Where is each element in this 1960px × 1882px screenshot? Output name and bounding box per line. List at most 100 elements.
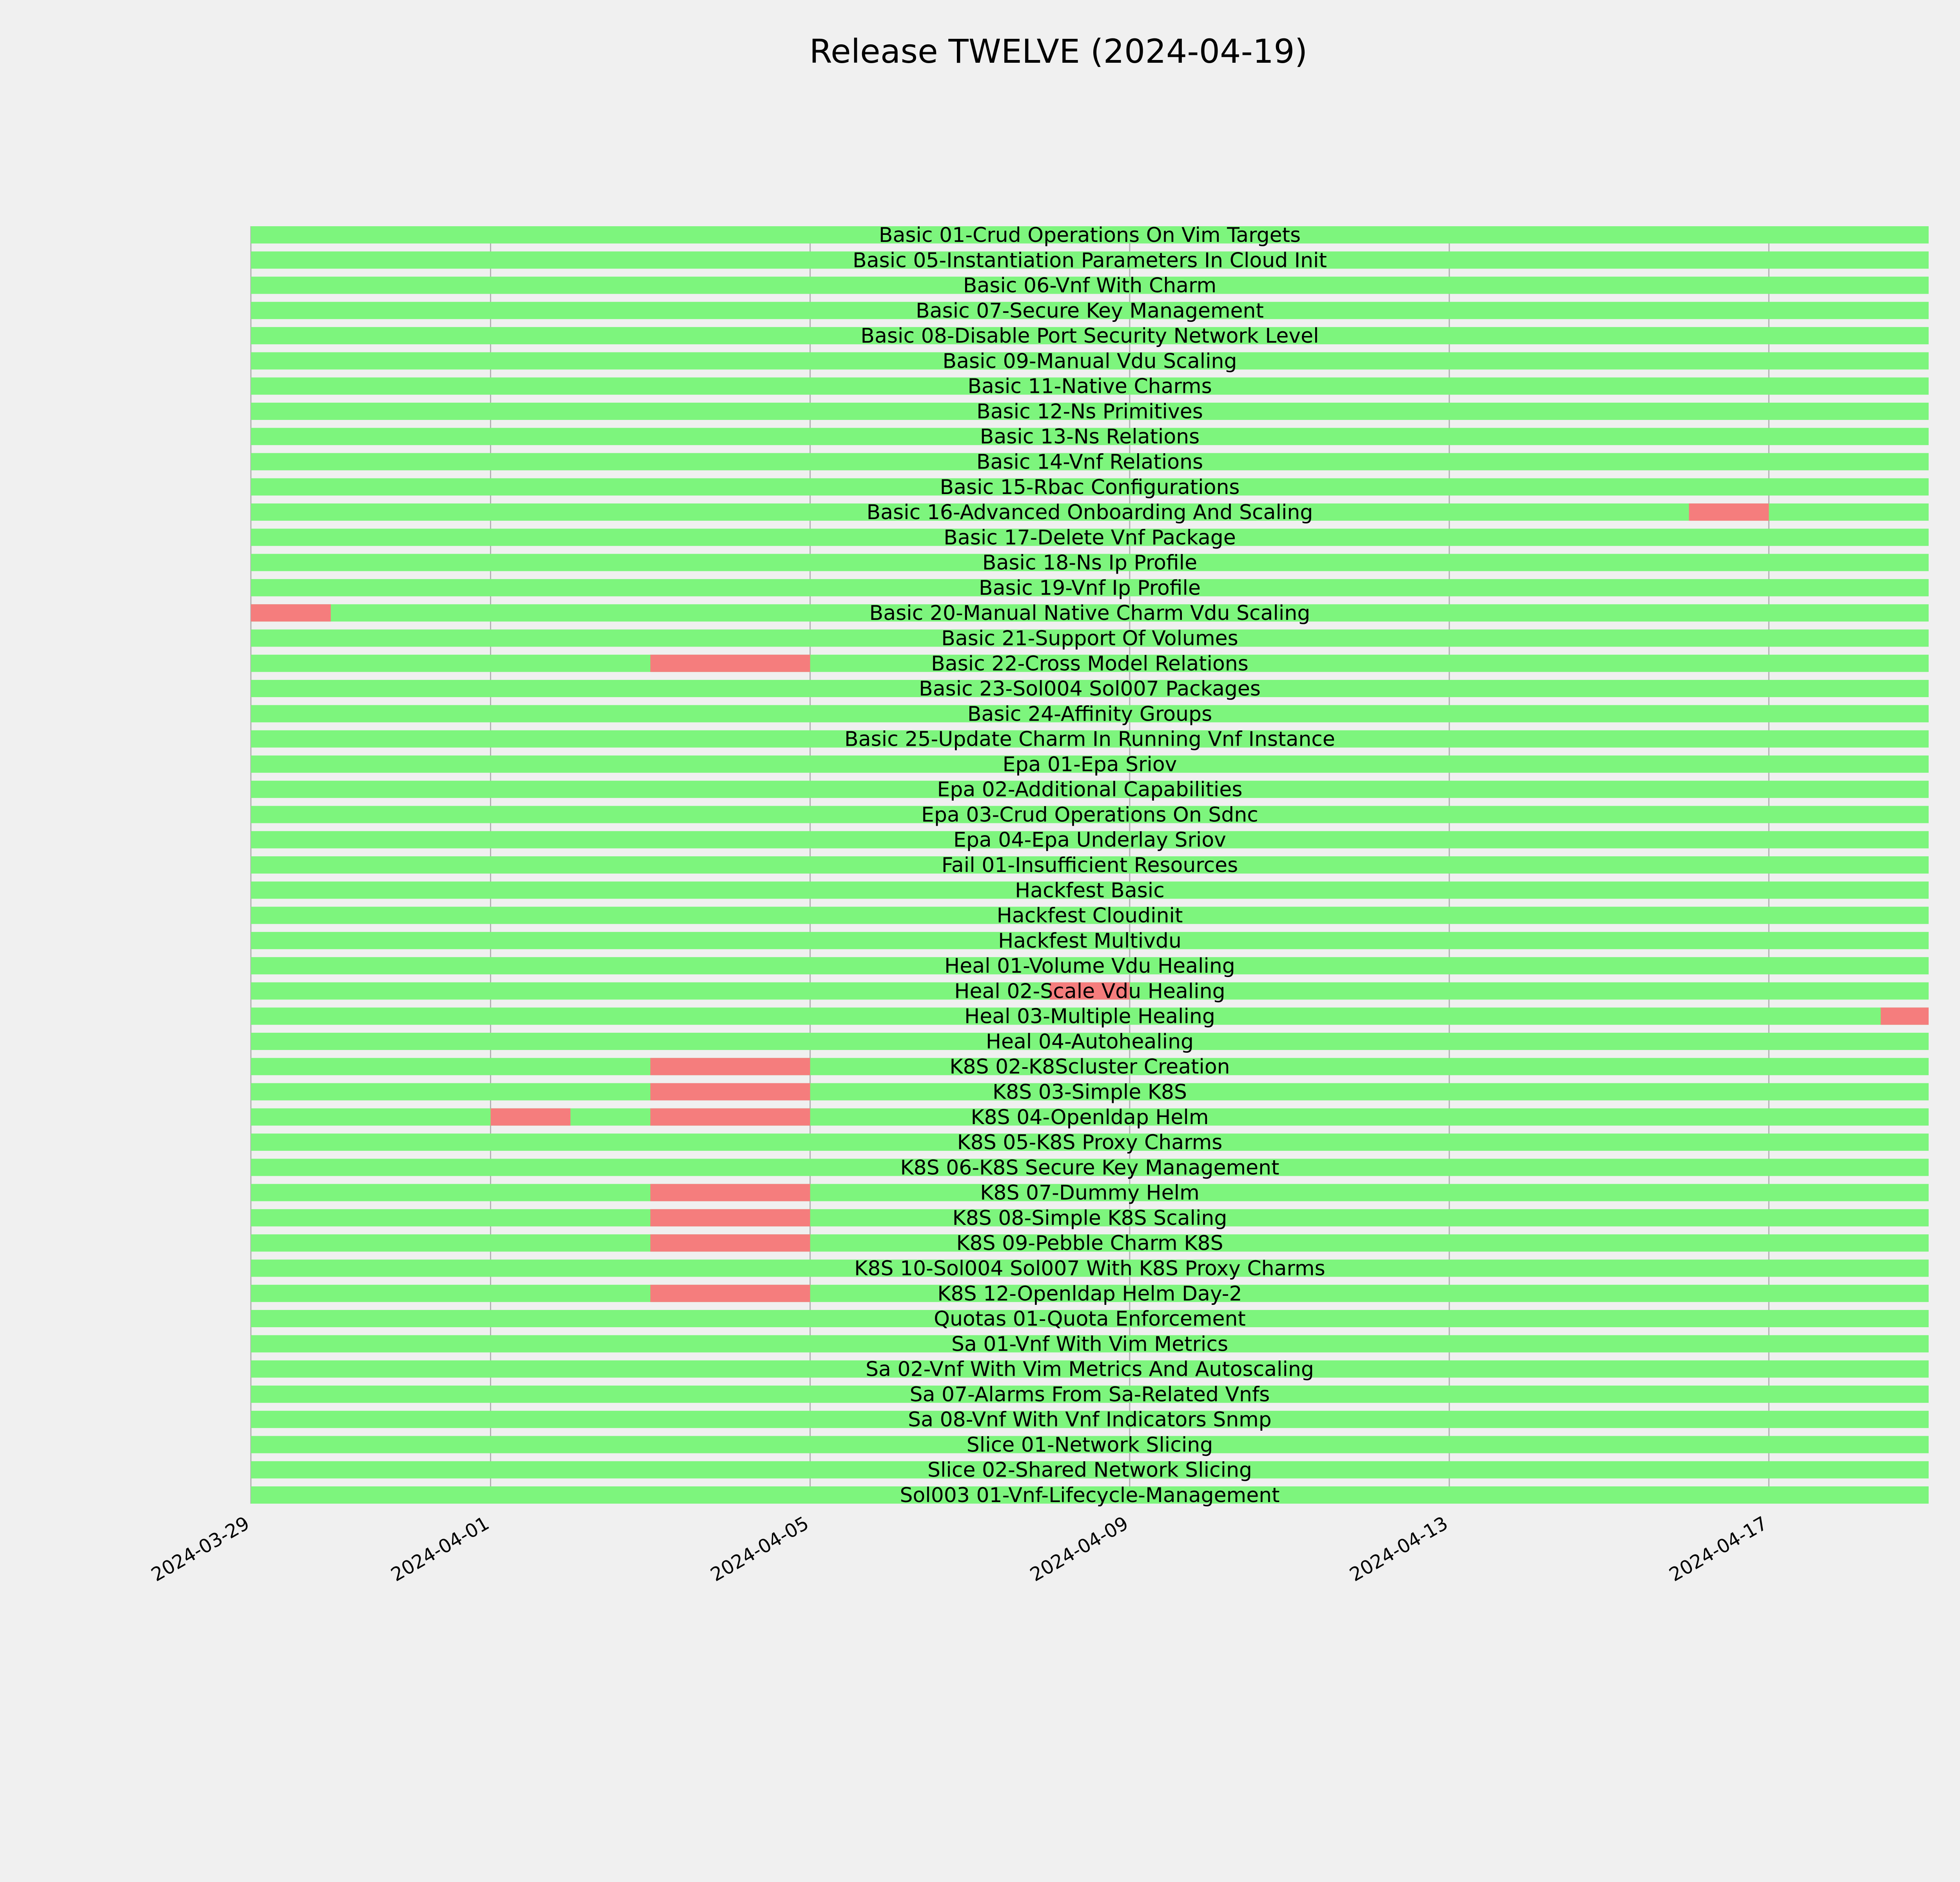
row-label: Slice 01-Network Slicing [967, 1433, 1213, 1457]
row-label: Epa 02-Additional Capabilities [937, 778, 1243, 801]
timeline-row-35 [251, 1108, 1929, 1126]
timeline-row-11 [251, 503, 1929, 521]
row-label: Basic 14-Vnf Relations [976, 451, 1203, 474]
pass-bar [251, 554, 1929, 571]
timeline-row-21 [251, 755, 1929, 773]
row-label: Basic 19-Vnf Ip Profile [979, 576, 1201, 600]
row-label: K8S 06-K8S Secure Key Management [900, 1156, 1279, 1179]
timeline-row-49 [251, 1461, 1929, 1479]
timeline-row-48 [251, 1436, 1929, 1453]
pass-bar [251, 1385, 1929, 1403]
row-label: Basic 20-Manual Native Charm Vdu Scaling [869, 601, 1310, 625]
timeline-row-19 [251, 705, 1929, 723]
fail-bar-0 [650, 1083, 810, 1101]
pass-bar [251, 1234, 1929, 1252]
timeline-row-22 [251, 781, 1929, 798]
pass-bar [251, 957, 1929, 975]
row-label: Basic 25-Update Charm In Running Vnf Ins… [844, 728, 1335, 751]
pass-bar [251, 402, 1929, 420]
row-label: Basic 12-Ns Primitives [976, 400, 1203, 423]
x-tick-label: 2024-04-05 [707, 1512, 813, 1586]
row-label: Basic 05-Instantiation Parameters In Clo… [853, 249, 1327, 272]
pass-bar [251, 302, 1929, 319]
timeline-row-13 [251, 554, 1929, 571]
row-label: K8S 03-Simple K8S [993, 1081, 1187, 1104]
timeline-row-16 [251, 629, 1929, 647]
row-label: K8S 07-Dummy Helm [980, 1181, 1199, 1205]
row-label: Basic 24-Affinity Groups [967, 702, 1212, 726]
timeline-row-40 [251, 1234, 1929, 1252]
pass-bar [251, 478, 1929, 496]
timeline-row-23 [251, 806, 1929, 823]
timeline-row-50 [251, 1486, 1929, 1504]
timeline-row-42 [251, 1284, 1929, 1302]
pass-bar [251, 1284, 1929, 1302]
row-label: Heal 03-Multiple Healing [964, 1005, 1215, 1028]
pass-bar [251, 1310, 1929, 1328]
pass-bar [251, 1259, 1929, 1277]
timeline-row-15 [251, 604, 1929, 622]
pass-bar [251, 755, 1929, 773]
row-label: K8S 12-Openldap Helm Day-2 [937, 1282, 1242, 1306]
fail-bar-0 [650, 1184, 810, 1201]
fail-bar-0 [650, 654, 810, 672]
timeline-bars [251, 226, 1929, 1504]
timeline-row-38 [251, 1184, 1929, 1201]
timeline-row-47 [251, 1411, 1929, 1428]
pass-bar [251, 1436, 1929, 1453]
row-label: Quotas 01-Quota Enforcement [934, 1307, 1246, 1331]
timeline-row-25 [251, 856, 1929, 874]
timeline-row-9 [251, 453, 1929, 470]
timeline-row-29 [251, 957, 1929, 975]
row-label: Sol003 01-Vnf-Lifecycle-Management [900, 1484, 1279, 1507]
pass-bar [251, 1032, 1929, 1050]
timeline-row-33 [251, 1058, 1929, 1075]
chart-title: Release TWELVE (2024-04-19) [809, 32, 1308, 71]
timeline-row-27 [251, 906, 1929, 924]
fail-bar-0 [650, 1234, 810, 1252]
pass-bar [251, 1486, 1929, 1504]
row-label: Hackfest Multivdu [998, 929, 1181, 953]
row-label: Epa 04-Epa Underlay Sriov [953, 828, 1226, 852]
pass-bar [251, 906, 1929, 924]
pass-bar [251, 352, 1929, 370]
timeline-row-10 [251, 478, 1929, 496]
pass-bar [251, 781, 1929, 798]
timeline-row-1 [251, 251, 1929, 269]
pass-bar [251, 529, 1929, 546]
pass-bar [251, 503, 1929, 521]
timeline-row-12 [251, 529, 1929, 546]
x-tick-label: 2024-03-29 [147, 1512, 253, 1586]
pass-bar [251, 1461, 1929, 1479]
pass-bar [251, 629, 1929, 647]
pass-bar [251, 327, 1929, 345]
pass-bar [251, 1209, 1929, 1226]
row-labels: Basic 01-Crud Operations On Vim TargetsB… [844, 223, 1335, 1507]
fail-bar-0 [650, 1284, 810, 1302]
row-label: K8S 09-Pebble Charm K8S [956, 1232, 1223, 1255]
pass-bar [251, 680, 1929, 698]
timeline-row-46 [251, 1385, 1929, 1403]
pass-bar [251, 251, 1929, 269]
x-tick-label: 2024-04-13 [1346, 1512, 1452, 1586]
row-label: Basic 07-Secure Key Management [916, 299, 1264, 323]
row-label: Heal 02-Scale Vdu Healing [954, 979, 1225, 1003]
row-label: Basic 21-Support Of Volumes [941, 627, 1238, 650]
row-label: Sa 07-Alarms From Sa-Related Vnfs [910, 1383, 1270, 1406]
timeline-row-30 [251, 982, 1929, 1000]
row-label: Basic 08-Disable Port Security Network L… [860, 324, 1319, 348]
timeline-row-2 [251, 276, 1929, 294]
pass-bar [251, 881, 1929, 899]
pass-bar [251, 705, 1929, 723]
fail-bar-0 [1689, 503, 1769, 521]
pass-bar [251, 1083, 1929, 1101]
timeline-row-45 [251, 1360, 1929, 1378]
pass-bar [251, 428, 1929, 445]
row-label: Fail 01-Insufficient Resources [942, 854, 1238, 877]
row-label: Hackfest Basic [1015, 879, 1165, 902]
pass-bar [251, 1007, 1929, 1025]
pass-bar [251, 453, 1929, 470]
pass-bar [251, 1411, 1929, 1428]
row-label: Basic 06-Vnf With Charm [963, 274, 1216, 298]
timeline-row-26 [251, 881, 1929, 899]
